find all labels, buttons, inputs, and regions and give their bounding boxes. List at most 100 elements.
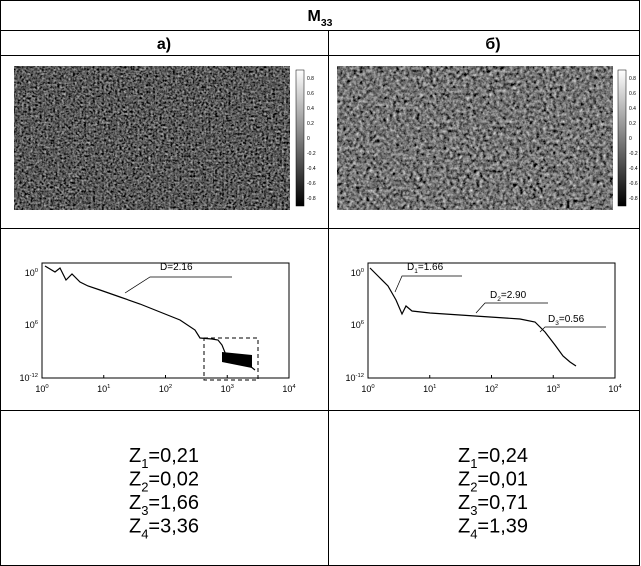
colorbar-tick: -0.8 — [629, 196, 638, 202]
slope-label: D=2.16 — [160, 262, 193, 273]
colorbar-tick: 0.6 — [629, 91, 636, 97]
x-tick-label-main: 10 — [608, 384, 618, 394]
slope-label-rest: =0.56 — [559, 314, 585, 325]
x-tick-label: 100 — [35, 384, 49, 394]
z-value-sub: 2 — [141, 480, 148, 495]
x-tick-label-sup: 3 — [231, 384, 234, 390]
slope-label-main: D — [407, 262, 414, 273]
z-value-sub: 4 — [141, 527, 148, 542]
spectrum-curve — [44, 265, 256, 371]
leader-line — [124, 276, 232, 294]
slope-label-sub: 3 — [555, 320, 559, 327]
x-tick-label: 104 — [282, 384, 296, 394]
slope-label-main: D — [160, 262, 167, 273]
slope-label-rest: =2.90 — [501, 290, 527, 301]
slope-label: D3=0.56 — [548, 314, 585, 327]
z-value-rest: =1,66 — [148, 492, 199, 514]
x-tick-label-sup: 0 — [371, 384, 375, 390]
title-sub: 33 — [321, 18, 333, 29]
x-tick-label: 103 — [221, 384, 234, 394]
y-tick-label: 100 — [351, 268, 365, 278]
colorbar — [617, 69, 627, 207]
x-tick-label-main: 10 — [97, 384, 107, 394]
z-value-main: Z — [129, 516, 141, 538]
colorbar-tick: 0 — [307, 136, 310, 142]
x-tick-label-main: 10 — [282, 384, 292, 394]
title-main: M — [308, 8, 321, 25]
x-tick-label-sup: 1 — [433, 384, 436, 390]
y-tick-label-sup: 0 — [361, 268, 365, 274]
y-tick-label-sup: -12 — [30, 373, 38, 379]
z-value-main: Z — [458, 492, 470, 514]
x-tick-label: 102 — [159, 384, 172, 394]
y-tick-label: 100 — [25, 268, 39, 278]
slope-label-sub: 2 — [497, 296, 501, 303]
z-value: Z1=0,21 — [129, 445, 199, 471]
z-value-rest: =1,39 — [477, 516, 528, 538]
x-tick-label-sup: 3 — [557, 384, 560, 390]
leader-line — [475, 302, 548, 314]
colorbar-tick: -0.4 — [307, 166, 316, 172]
colorbar-tick: -0.2 — [629, 151, 638, 157]
slope-label-sub: 1 — [414, 268, 418, 275]
x-tick-label-sup: 2 — [169, 384, 172, 390]
y-tick-label: 106 — [25, 320, 38, 330]
z-value-rest: =0,01 — [477, 469, 528, 491]
colorbar-tick: -0.2 — [307, 151, 316, 157]
colorbar-tick: 0.4 — [629, 106, 636, 112]
z-value: Z4=3,36 — [129, 516, 199, 542]
leader-line — [394, 275, 462, 293]
x-tick-label: 101 — [97, 384, 110, 394]
column-label: б) — [485, 36, 500, 53]
z-value: Z4=1,39 — [458, 516, 528, 542]
x-tick-label-main: 10 — [35, 384, 45, 394]
x-tick-label-sup: 4 — [292, 384, 296, 390]
x-tick-label-main: 10 — [547, 384, 557, 394]
x-tick-label-sup: 1 — [107, 384, 110, 390]
micrograph — [337, 66, 613, 210]
x-tick-label-sup: 0 — [45, 384, 49, 390]
colorbar-tick: -0.6 — [307, 181, 316, 187]
y-tick-label-sup: 6 — [35, 320, 38, 326]
y-tick-label-main: 10 — [351, 320, 361, 330]
x-tick-label: 102 — [485, 384, 498, 394]
colorbar-tick: 0.6 — [307, 91, 314, 97]
z-value-sub: 3 — [470, 503, 477, 518]
y-tick-label: 10-12 — [346, 373, 364, 383]
z-value: Z3=0,71 — [458, 492, 528, 518]
micrograph — [14, 66, 290, 210]
colorbar-tick: -0.8 — [307, 196, 316, 202]
title: M33 — [308, 8, 333, 29]
x-tick-label-main: 10 — [159, 384, 169, 394]
x-tick-label-sup: 4 — [618, 384, 622, 390]
z-value: Z2=0,02 — [129, 469, 199, 495]
colorbar-tick: 0.8 — [307, 76, 314, 82]
z-value-main: Z — [129, 492, 141, 514]
x-tick-label-main: 10 — [423, 384, 433, 394]
z-value-main: Z — [458, 445, 470, 467]
leader-line — [539, 326, 606, 333]
y-tick-label-sup: -12 — [356, 373, 364, 379]
x-tick-label-sup: 2 — [495, 384, 498, 390]
y-tick-label-sup: 0 — [35, 268, 39, 274]
y-tick-label-sup: 6 — [361, 320, 364, 326]
z-value-sub: 1 — [141, 456, 148, 471]
slope-label: D2=2.90 — [490, 290, 527, 303]
z-value-rest: =3,36 — [148, 516, 199, 538]
x-tick-label: 104 — [608, 384, 622, 394]
z-value-main: Z — [129, 445, 141, 467]
colorbar-tick: 0.2 — [307, 121, 314, 127]
y-tick-label: 10-12 — [20, 373, 38, 383]
z-value: Z2=0,01 — [458, 469, 528, 495]
y-tick-label-main: 10 — [25, 268, 35, 278]
x-tick-label: 100 — [361, 384, 375, 394]
z-value-rest: =0,21 — [148, 445, 199, 467]
z-value-sub: 3 — [141, 503, 148, 518]
z-value: Z1=0,24 — [458, 445, 528, 471]
colorbar-tick: -0.4 — [629, 166, 638, 172]
z-value-sub: 4 — [470, 527, 477, 542]
colorbar-tick: -0.6 — [629, 181, 638, 187]
z-value-main: Z — [458, 516, 470, 538]
y-tick-label-main: 10 — [25, 320, 35, 330]
